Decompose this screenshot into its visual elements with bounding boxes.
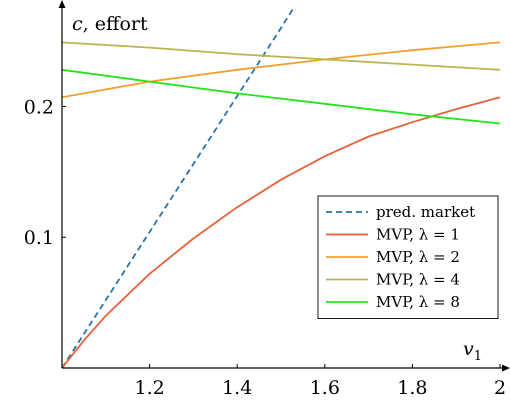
x-axis-label-subscript: 1: [474, 349, 482, 364]
x-axis-arrowhead: [502, 364, 510, 372]
x-tick-label: 1.4: [222, 377, 252, 399]
legend-label: MVP, λ = 8: [376, 293, 460, 311]
series-line-1: [62, 6, 295, 368]
ticks-layer: 1.2 1.4 1.6 1.8 2 0.1 0.2: [24, 96, 506, 399]
x-tick-label: 2: [494, 377, 506, 399]
series-line-5: [62, 68, 501, 125]
legend-label: MVP, λ = 1: [376, 226, 460, 244]
series-line-4: [62, 41, 501, 71]
y-axis-label-variable: c: [72, 13, 83, 35]
x-axis-label-variable: v: [463, 338, 474, 360]
legend-label: pred. market: [376, 203, 475, 221]
y-axis-label: c, effort: [72, 13, 148, 35]
axes: [58, 0, 510, 372]
x-tick-label: 1.8: [397, 377, 427, 399]
y-axis-arrowhead: [58, 0, 66, 8]
legend-label: MVP, λ = 4: [376, 271, 460, 289]
y-tick-label: 0.2: [24, 96, 54, 118]
y-tick-label: 0.1: [24, 227, 54, 249]
x-tick-label: 1.2: [134, 377, 164, 399]
legend-label: MVP, λ = 2: [376, 248, 460, 266]
series-line-3: [62, 41, 501, 99]
x-tick-label: 1.6: [310, 377, 340, 399]
series-line-2: [62, 96, 501, 368]
legend: pred. market MVP, λ = 1 MVP, λ = 2 MVP, λ =…: [317, 195, 499, 319]
x-axis-label: v1: [463, 338, 482, 364]
series-layer: [62, 6, 501, 368]
y-axis-label-text: , effort: [83, 13, 148, 35]
